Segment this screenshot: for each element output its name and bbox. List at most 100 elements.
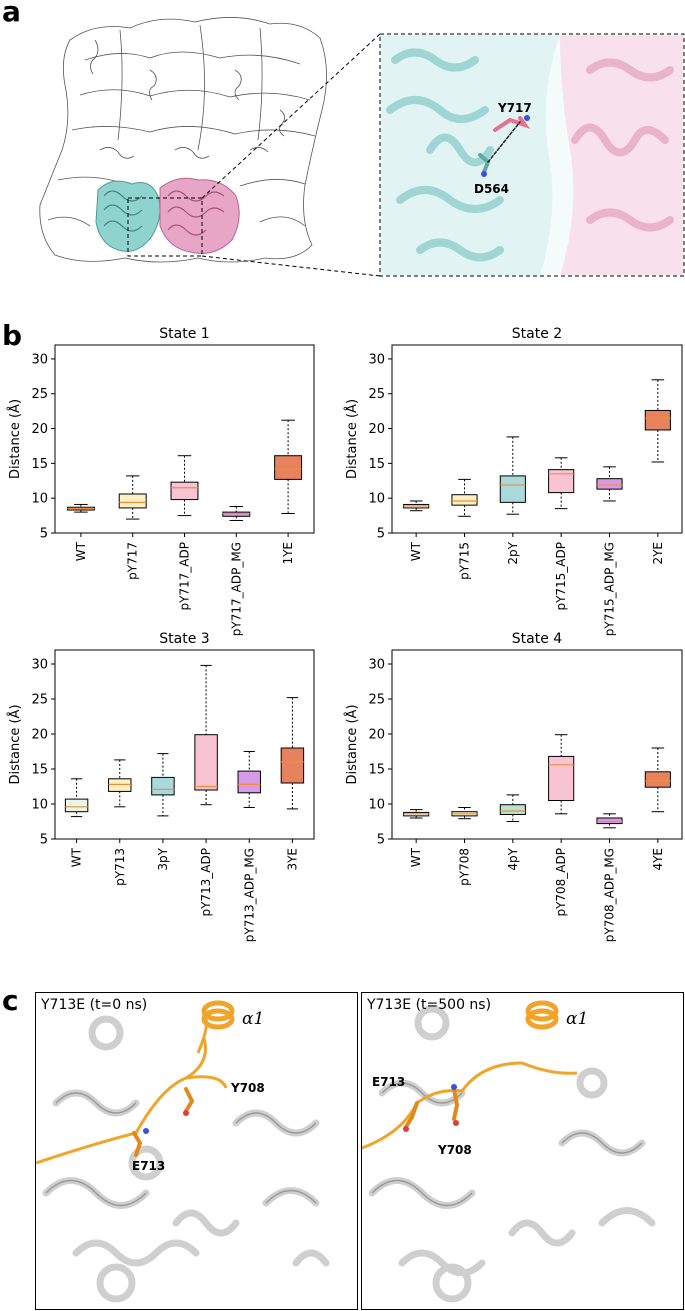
protein-surface-outline xyxy=(39,17,327,263)
axes-frame xyxy=(54,649,315,840)
y-tick-label: 15 xyxy=(368,763,385,778)
x-tick-label: pY713_ADP_MG xyxy=(242,848,256,942)
md-structure-t0 xyxy=(36,1000,330,1303)
box-iqr xyxy=(280,747,305,784)
box-iqr xyxy=(596,478,623,490)
y-tick-label: 25 xyxy=(368,387,385,402)
alpha1-helix xyxy=(525,1000,559,1030)
plot-area: State 2 Distance (Å) 5 10 15 20 25 30 WT pY715 2pY… xyxy=(344,326,683,636)
plot-area: State 3 Distance (Å) 5 10 15 20 25 30 WT pY713 3pY… xyxy=(7,631,315,942)
y-tick-label: 30 xyxy=(31,352,48,367)
panel-a-figure: Y717 D564 xyxy=(39,17,685,277)
x-tick-label: 4pY xyxy=(506,847,520,870)
chart-state-2: State 2 Distance (Å) 5 10 15 20 25 30 WT pY715 2pY… xyxy=(344,326,683,636)
y-tick-label: 15 xyxy=(31,457,48,472)
y-tick-label: 25 xyxy=(368,693,385,708)
x-tick-label: 3YE xyxy=(285,848,299,871)
y-tick-label: 25 xyxy=(31,387,48,402)
x-tick-label: 1YE xyxy=(281,542,295,565)
panel-label-c: c xyxy=(2,984,19,1017)
y-tick-label: 30 xyxy=(368,352,385,367)
label-y717: Y717 xyxy=(497,101,532,115)
y-axis-label: Distance (Å) xyxy=(344,399,360,479)
residue-sticks xyxy=(478,115,531,177)
y-tick-label: 5 xyxy=(377,833,385,848)
y-axis-label: Distance (Å) xyxy=(344,704,360,784)
y-tick-label: 5 xyxy=(40,833,48,848)
box-pY715_ADP_MG xyxy=(596,466,623,502)
chain-b-cartoon xyxy=(159,177,240,254)
y-tick-label: 25 xyxy=(31,693,48,708)
axes-frame xyxy=(54,344,315,534)
panel-label-a: a xyxy=(2,0,21,28)
box-pY715 xyxy=(451,478,478,517)
box-iqr xyxy=(596,817,623,825)
axes-frame xyxy=(391,649,683,840)
axes-frame xyxy=(391,344,683,534)
label-e713-t500: E713 xyxy=(372,1075,406,1089)
label-y708-t500: Y708 xyxy=(438,1143,472,1157)
box-2YE xyxy=(644,379,671,463)
plot-area: State 1 Distance (Å) 5 10 15 20 25 30 WT pY717 pY7… xyxy=(7,326,315,636)
x-tick-label: WT xyxy=(409,847,423,867)
box-iqr xyxy=(237,770,261,794)
panel-label-b: b xyxy=(2,319,23,352)
background-cartoon xyxy=(368,1005,656,1303)
label-d564: D564 xyxy=(474,182,509,196)
box-iqr xyxy=(118,493,147,509)
x-tick-label: 3pY xyxy=(156,847,170,870)
box-1YE xyxy=(274,419,303,515)
x-tick-label: WT xyxy=(409,541,423,561)
zoom-box xyxy=(127,197,203,257)
box-3pY xyxy=(151,753,175,817)
box-2pY xyxy=(499,436,526,515)
y-axis-label: Distance (Å) xyxy=(7,399,23,479)
box-iqr xyxy=(108,778,132,792)
y-tick-label: 30 xyxy=(31,658,48,673)
md-frame-t0: Y713E (t=0 ns) α1 Y708 E713 xyxy=(35,992,358,1310)
x-tick-label: pY715_ADP xyxy=(554,542,568,611)
box-pY708_ADP xyxy=(548,734,575,815)
x-tick-label: WT xyxy=(74,541,88,561)
box-pY713_ADP_MG xyxy=(237,751,261,808)
box-WT xyxy=(403,809,430,819)
box-pY717_ADP xyxy=(170,455,199,517)
label-y708-t0: Y708 xyxy=(231,1081,265,1095)
y-tick-label: 10 xyxy=(368,798,385,813)
alpha1-helix xyxy=(201,1000,235,1030)
residue-sticks xyxy=(132,1087,195,1157)
box-iqr xyxy=(499,475,526,503)
y-tick-label: 10 xyxy=(368,492,385,507)
helix-label-t0: α1 xyxy=(242,1009,265,1029)
chart-title: State 1 xyxy=(159,326,209,342)
box-iqr xyxy=(194,734,218,791)
x-tick-label: pY717 xyxy=(126,542,140,580)
chart-state-1: State 1 Distance (Å) 5 10 15 20 25 30 WT pY717 pY7… xyxy=(7,326,315,636)
background-cartoon xyxy=(42,1015,330,1303)
y-tick-label: 20 xyxy=(368,422,385,437)
chart-state-4: State 4 Distance (Å) 5 10 15 20 25 30 WT pY708 4pY… xyxy=(344,631,683,942)
box-4YE xyxy=(644,747,671,813)
x-tick-label: pY713_ADP xyxy=(199,848,213,917)
frame-title-t0: Y713E (t=0 ns) xyxy=(41,997,148,1013)
plot-area: State 4 Distance (Å) 5 10 15 20 25 30 WT pY708 4pY… xyxy=(344,631,683,942)
chart-title: State 4 xyxy=(512,631,563,647)
box-4pY xyxy=(499,794,526,822)
x-tick-label: pY713 xyxy=(113,848,127,886)
y-tick-label: 30 xyxy=(368,658,385,673)
box-iqr xyxy=(451,494,478,506)
y-tick-label: 10 xyxy=(31,492,48,507)
y-tick-label: 10 xyxy=(31,798,48,813)
box-iqr xyxy=(170,481,199,501)
label-e713-t0: E713 xyxy=(132,1159,166,1173)
box-pY717_ADP_MG xyxy=(222,506,251,521)
x-tick-label: WT xyxy=(70,847,84,867)
residue-sticks xyxy=(403,1084,460,1132)
box-WT xyxy=(66,503,95,513)
helix-label-t500: α1 xyxy=(566,1009,589,1029)
box-iqr xyxy=(151,776,175,796)
box-iqr xyxy=(644,771,671,788)
x-tick-label: pY715 xyxy=(458,542,472,580)
box-pY713_ADP xyxy=(194,664,218,806)
zoom-inset xyxy=(379,33,685,277)
